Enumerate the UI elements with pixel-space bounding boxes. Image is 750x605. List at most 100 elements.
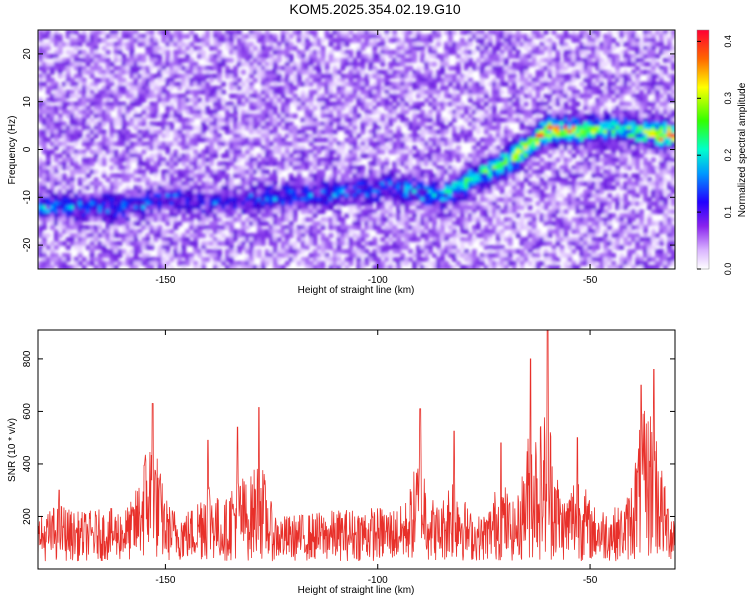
spectrogram-cell [304,205,310,211]
spectrogram-cell [49,133,55,139]
spectrogram-cell [249,125,254,131]
spectrogram-cell [388,137,394,143]
spectrogram-cell [201,249,207,254]
spectrogram-cell [161,189,167,195]
spectrogram-cell [471,65,477,71]
spectrogram-cell [233,33,238,39]
spectrogram-cell [280,245,286,250]
spectrogram-cell [404,165,410,171]
spectrogram-cell [463,81,469,87]
spectrogram-cell [372,265,378,269]
spectrogram-cell [149,65,155,71]
spectrogram-cell [416,197,421,203]
spectrogram-cell [249,30,254,35]
spectrogram-cell [328,93,334,99]
spectrogram-cell [456,125,461,131]
spectrogram-cell [487,249,493,254]
spectrogram-cell [272,137,278,143]
spectrogram-cell [177,193,183,199]
spectrogram-cell [65,209,71,215]
spectrogram-cell [57,41,63,47]
spectrogram-cell [73,105,79,111]
spectrogram-cell [57,241,63,246]
spectrogram-cell [77,217,83,222]
spectrogram-cell [452,249,457,254]
spectrogram-cell [225,201,230,207]
spectrogram-cell [197,37,203,43]
spectrogram-cell [149,157,155,163]
spectrogram-cell [316,205,322,211]
spectrogram-cell [328,129,334,135]
spectrogram-cell [153,61,159,67]
spectrogram-cell [356,253,362,258]
spectrogram-cell [185,197,191,203]
spectrogram-cell [41,61,47,67]
spectrogram-cell [153,173,159,179]
spectrogram-cell [320,121,326,127]
spectrogram-cell [304,77,310,83]
spectrogram-cell [308,229,314,234]
spectrogram-cell [428,145,433,151]
spectrogram-cell [73,241,79,246]
spectrogram-cell [181,181,187,187]
spectrogram-cell [109,189,115,195]
spectrogram-cell [396,125,402,131]
spectrogram-cell [221,53,226,59]
spectrogram-cell [475,157,481,163]
spectrogram-cell [284,49,290,55]
spectrogram-cell [364,73,370,79]
spectrogram-cell [404,201,410,207]
spectrogram-cell [444,249,449,254]
spectrogram-cell [65,237,71,242]
spectrogram-cell [420,249,425,254]
spectrogram-cell [483,185,489,191]
spectrogram-cell [161,49,167,55]
spectrogram-cell [348,93,354,99]
spectrogram-cell [268,233,274,238]
spectrogram-cell [149,113,155,119]
spectrogram-cell [487,177,493,183]
spectrogram-cell [145,193,151,199]
spectrogram-cell [217,61,222,67]
spectrogram-cell [296,181,302,187]
spectrogram-cell [193,69,199,75]
spectrogram-cell [38,213,43,219]
spectrogram-cell [300,89,306,95]
spectrogram-cell [336,249,342,254]
spectrogram-cell [169,197,175,203]
spectrogram-cell [324,253,330,258]
spectrogram-cell [360,177,366,183]
spectrogram-cell [201,189,207,195]
spectrogram-cell [400,153,406,159]
spectrogram-cell [173,153,179,159]
spectrogram-cell [264,145,270,151]
spectrogram-cell [145,129,151,135]
spectrogram-cell [97,157,103,163]
spectrogram-cell [245,265,250,269]
spectrogram-cell [436,73,441,79]
spectrogram-cell [133,153,139,159]
spectrogram-cell [113,53,119,59]
spectrogram-cell [495,33,501,39]
spectrogram-cell [380,201,386,207]
spectrogram-cell [444,221,449,226]
spectrogram-cell [471,169,477,175]
spectrogram-cell [264,197,270,203]
spectrogram-cell [436,193,441,199]
spectrogram-cell [336,205,342,211]
spectrogram-cell [460,125,465,131]
spectrogram-cell [121,137,127,143]
spectrogram-cell [73,93,79,99]
spectrogram-cell [101,253,107,258]
spectrogram-cell [264,105,270,111]
spectrogram-cell [256,33,262,39]
spectrogram-cell [475,205,481,211]
spectrogram-cell [169,141,175,147]
spectrogram-cell [452,181,457,187]
spectrogram-cell [356,133,362,139]
spectrogram-cell [129,89,135,95]
spectrogram-cell [384,69,390,75]
spectrogram-cell [137,221,143,226]
spectrogram-cell [336,157,342,163]
